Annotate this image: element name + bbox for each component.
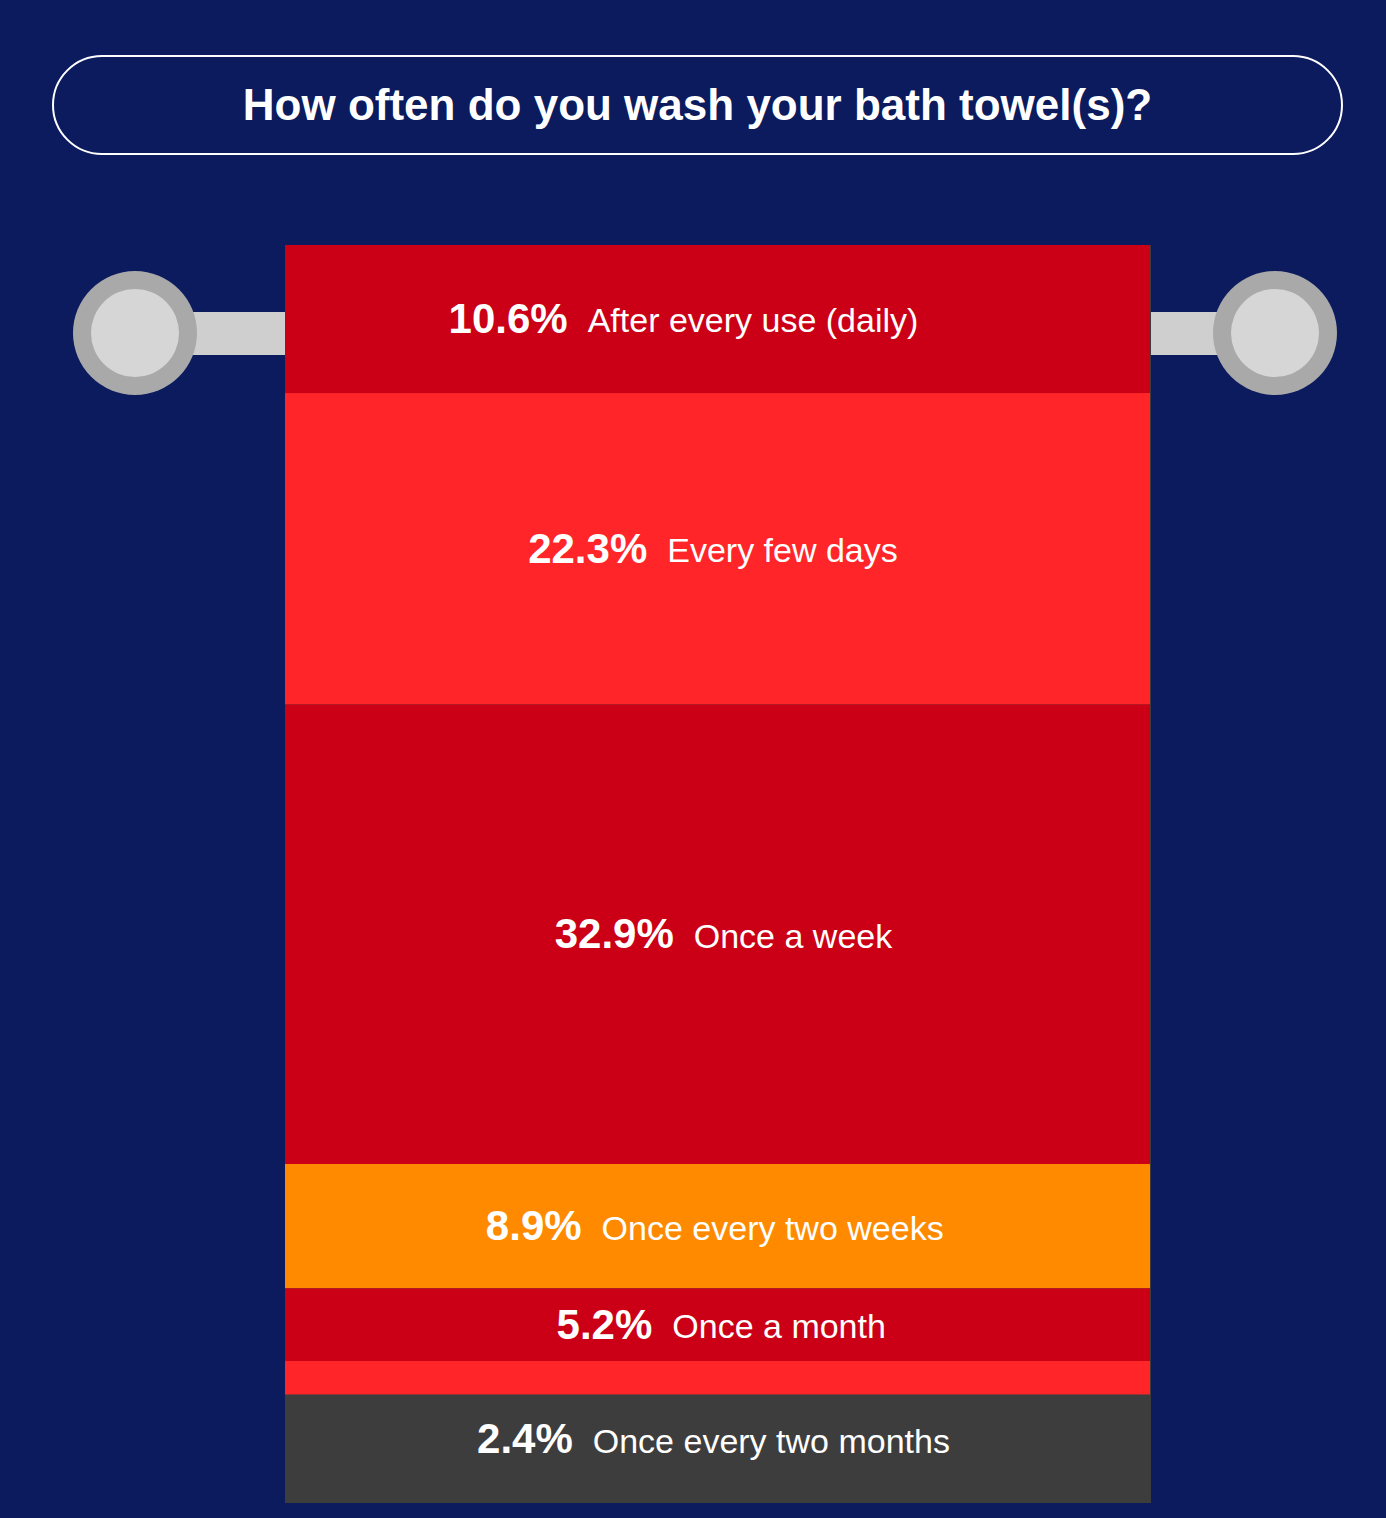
svg-text:Once a week: Once a week [694, 917, 893, 955]
svg-text:8.9%: 8.9% [486, 1202, 582, 1249]
svg-text:Once every two months: Once every two months [593, 1422, 950, 1460]
svg-text:32.9%: 32.9% [555, 910, 674, 957]
svg-text:5.2%: 5.2% [557, 1301, 653, 1348]
svg-text:Every few days: Every few days [667, 531, 898, 569]
svg-text:2.4%: 2.4% [477, 1415, 573, 1462]
svg-text:10.6%: 10.6% [449, 295, 568, 342]
svg-text:Once a month: Once a month [672, 1307, 886, 1345]
svg-text:Once every two weeks: Once every two weeks [602, 1209, 944, 1247]
html-text:How often do you wash your bat: How often do you wash your bath towel(s)… [242, 80, 1153, 129]
svg-text:22.3%: 22.3% [528, 525, 647, 572]
svg-text:After every use (daily): After every use (daily) [588, 301, 919, 339]
